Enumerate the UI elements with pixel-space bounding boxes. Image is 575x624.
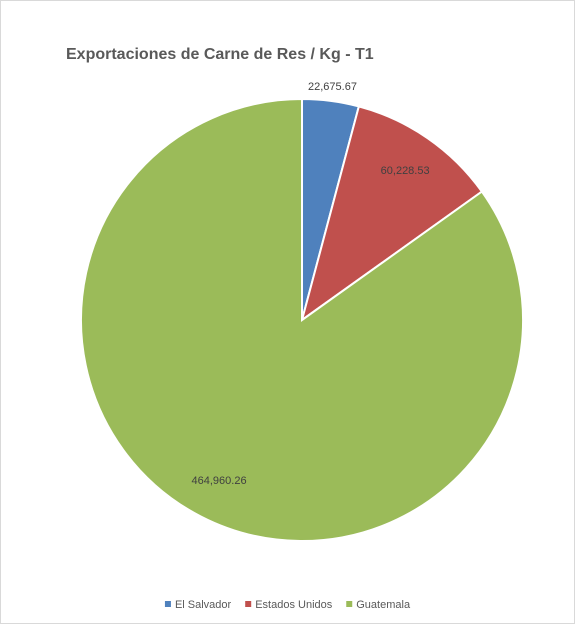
- legend-label: Estados Unidos: [255, 599, 333, 611]
- legend-swatch: [164, 601, 171, 607]
- pie-slice: [300, 105, 484, 323]
- legend-swatch: [346, 601, 353, 607]
- legend-label: El Salvador: [175, 599, 232, 611]
- legend-label: Guatemala: [356, 599, 411, 611]
- data-label: 464,960.26: [192, 475, 247, 487]
- legend-swatch: [245, 601, 252, 607]
- data-label: 22,675.67: [308, 81, 357, 93]
- chart-title: Exportaciones de Carne de Res / Kg - T1: [66, 46, 374, 63]
- data-label: 60,228.53: [381, 165, 430, 177]
- pie-slice: [80, 97, 524, 542]
